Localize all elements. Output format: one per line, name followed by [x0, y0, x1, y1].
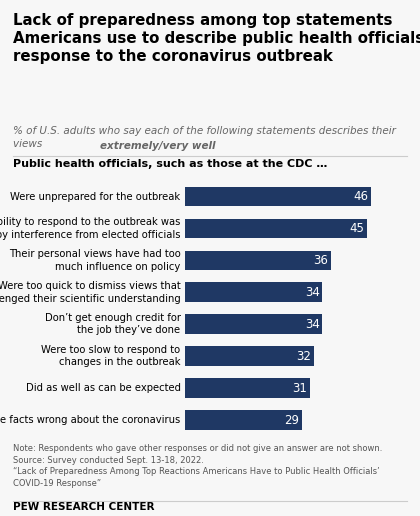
Text: Got the facts wrong about the coronavirus: Got the facts wrong about the coronaviru… — [0, 415, 181, 425]
Text: 34: 34 — [304, 318, 320, 331]
Text: Public health officials, such as those at the CDC …: Public health officials, such as those a… — [13, 159, 327, 169]
Bar — [185, 314, 323, 334]
Text: Were unprepared for the outbreak: Were unprepared for the outbreak — [10, 191, 181, 202]
Bar — [185, 251, 331, 270]
Bar — [185, 378, 310, 398]
Bar — [185, 282, 323, 302]
Text: Their ability to respond to the outbreak was
hurt by interference from elected o: Their ability to respond to the outbreak… — [0, 217, 181, 240]
Bar — [185, 187, 371, 206]
Text: Did as well as can be expected: Did as well as can be expected — [26, 383, 181, 393]
Text: 31: 31 — [293, 382, 307, 395]
Text: 32: 32 — [297, 350, 312, 363]
Bar — [185, 410, 302, 430]
Text: 29: 29 — [284, 413, 299, 427]
Text: extremely/very well: extremely/very well — [100, 141, 215, 151]
Text: Were too slow to respond to
changes in the outbreak: Were too slow to respond to changes in t… — [42, 345, 181, 367]
Text: 34: 34 — [304, 286, 320, 299]
Text: Note: Respondents who gave other responses or did not give an answer are not sho: Note: Respondents who gave other respons… — [13, 444, 382, 488]
Text: Lack of preparedness among top statements
Americans use to describe public healt: Lack of preparedness among top statement… — [13, 13, 420, 64]
Text: 45: 45 — [349, 222, 364, 235]
Text: Don’t get enough credit for
the job they’ve done: Don’t get enough credit for the job they… — [45, 313, 181, 335]
Text: % of U.S. adults who say each of the following statements describes their
views: % of U.S. adults who say each of the fol… — [13, 126, 396, 149]
Bar — [185, 346, 314, 366]
Text: PEW RESEARCH CENTER: PEW RESEARCH CENTER — [13, 502, 154, 511]
Bar — [185, 219, 367, 238]
Text: Their personal views have had too
much influence on policy: Their personal views have had too much i… — [9, 249, 181, 271]
Text: 36: 36 — [313, 254, 328, 267]
Text: Were too quick to dismiss views that
challenged their scientific understanding: Were too quick to dismiss views that cha… — [0, 281, 181, 303]
Text: 46: 46 — [353, 190, 368, 203]
